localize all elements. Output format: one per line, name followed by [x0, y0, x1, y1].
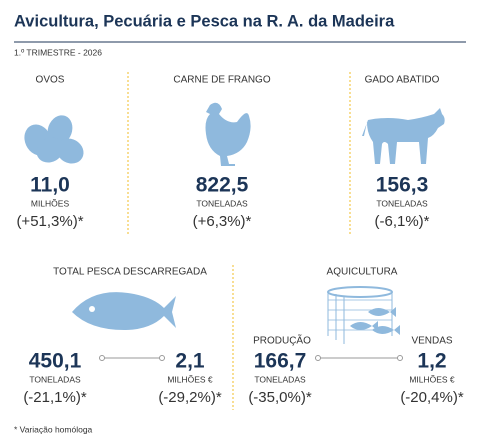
value: 450,1	[29, 350, 82, 373]
value: 166,7	[254, 350, 307, 373]
change: (+6,3%)*	[193, 213, 252, 230]
value: 2,1	[175, 350, 205, 373]
unit: MILHÕES €	[409, 374, 455, 384]
category-label: OVOS	[36, 75, 65, 86]
unit: MILHÕES	[31, 198, 70, 208]
change: (-21,1%)*	[23, 389, 87, 406]
unit: TONELADAS	[376, 198, 428, 208]
value: 822,5	[196, 174, 249, 197]
cow-icon	[362, 108, 445, 164]
unit: TONELADAS	[196, 198, 248, 208]
category-label: AQUICULTURA	[327, 267, 398, 278]
sub-label: VENDAS	[411, 336, 452, 347]
unit: TONELADAS	[29, 374, 81, 384]
change: (-29,2%)*	[158, 389, 222, 406]
connector-dot	[397, 355, 403, 361]
connector-dot	[159, 355, 165, 361]
change: (-6,1%)*	[374, 213, 429, 230]
value: 1,2	[417, 350, 446, 373]
change: (-35,0%)*	[248, 389, 312, 406]
category-label: TOTAL PESCA DESCARREGADA	[53, 267, 207, 278]
chicken-icon	[205, 102, 251, 166]
connector-dot	[99, 355, 105, 361]
category-label: CARNE DE FRANGO	[173, 75, 270, 86]
unit: MILHÕES €	[167, 374, 213, 384]
value: 11,0	[30, 174, 70, 197]
value: 156,3	[376, 174, 429, 197]
fish-icon	[72, 292, 176, 330]
eggs-icon	[24, 115, 84, 164]
subtitle: 1.º TRIMESTRE - 2026	[14, 47, 102, 57]
title: Avicultura, Pecuária e Pesca na R. A. da…	[14, 12, 395, 30]
category-label: GADO ABATIDO	[365, 75, 440, 86]
sub-label: PRODUÇÃO	[253, 334, 311, 347]
footnote: * Variação homóloga	[14, 424, 93, 434]
change: (-20,4%)*	[400, 389, 464, 406]
unit: TONELADAS	[254, 374, 306, 384]
change: (+51,3%)*	[16, 213, 83, 230]
connector-dot	[315, 355, 321, 361]
aquaculture-icon	[327, 286, 400, 344]
